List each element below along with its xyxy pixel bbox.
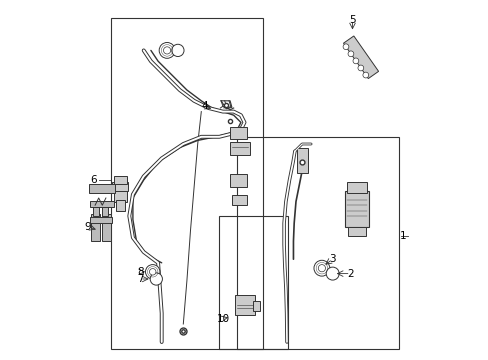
Circle shape <box>318 265 325 272</box>
Text: 6: 6 <box>90 175 97 185</box>
Bar <box>102 207 107 216</box>
Bar <box>114 176 126 184</box>
Bar <box>93 207 99 216</box>
Bar <box>115 200 125 211</box>
Circle shape <box>352 58 358 64</box>
Bar <box>296 148 307 173</box>
Bar <box>102 214 111 241</box>
Bar <box>112 182 128 191</box>
Text: 5: 5 <box>348 15 355 25</box>
Bar <box>230 142 249 155</box>
Bar <box>231 195 246 205</box>
Bar <box>235 295 255 315</box>
Bar <box>89 201 114 207</box>
Text: 3: 3 <box>329 254 335 264</box>
Circle shape <box>357 65 363 71</box>
Bar <box>89 184 115 193</box>
Bar <box>345 191 368 227</box>
Text: 1: 1 <box>399 231 406 241</box>
Bar <box>111 18 262 349</box>
Circle shape <box>325 267 339 280</box>
Text: 7: 7 <box>137 274 143 284</box>
Bar <box>252 301 260 311</box>
Circle shape <box>163 47 170 54</box>
Text: 9: 9 <box>84 222 91 232</box>
Circle shape <box>313 260 329 276</box>
Text: 8: 8 <box>137 267 143 277</box>
Bar <box>230 127 246 139</box>
Circle shape <box>171 44 183 57</box>
Bar <box>114 182 127 202</box>
Bar <box>347 227 365 236</box>
Bar <box>219 216 287 349</box>
Circle shape <box>347 51 353 57</box>
Circle shape <box>362 72 368 78</box>
Text: 2: 2 <box>346 269 353 279</box>
Polygon shape <box>343 36 378 78</box>
Bar <box>91 214 101 241</box>
Text: 4: 4 <box>201 101 208 111</box>
Bar <box>90 217 112 223</box>
Circle shape <box>150 273 162 285</box>
Text: 10: 10 <box>216 314 229 324</box>
Bar <box>237 137 399 349</box>
Bar <box>346 182 366 193</box>
Bar <box>230 174 246 187</box>
Circle shape <box>145 265 160 279</box>
Circle shape <box>159 42 175 58</box>
Circle shape <box>149 269 156 275</box>
Circle shape <box>343 44 348 50</box>
